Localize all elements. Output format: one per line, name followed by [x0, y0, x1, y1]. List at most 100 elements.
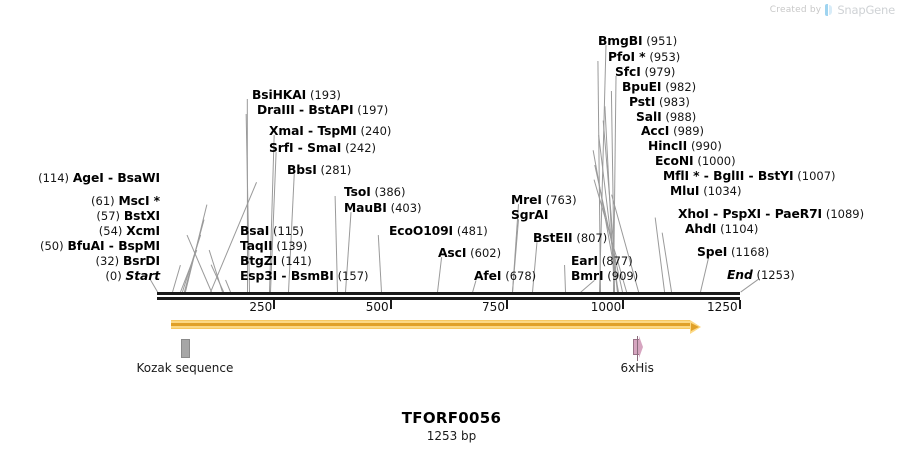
enzyme-name: HincII — [648, 139, 688, 153]
enzyme-site-label[interactable]: (61) MscI * — [91, 195, 160, 207]
enzyme-site-label[interactable]: XmaI - TspMI (240) — [269, 125, 391, 137]
enzyme-position: (807) — [576, 231, 608, 245]
enzyme-site-label[interactable]: XhoI - PspXI - PaeR7I (1089) — [678, 208, 864, 220]
enzyme-name: TaqII — [240, 239, 273, 253]
enzyme-position: (0) — [105, 269, 122, 283]
enzyme-name: BpuEI — [622, 80, 662, 94]
feature-glyph-6xhis[interactable] — [632, 336, 644, 361]
enzyme-name: PstI — [629, 95, 656, 109]
name-separator: - — [744, 169, 758, 183]
enzyme-name: BspMI — [118, 239, 160, 253]
enzyme-site-label[interactable]: SrfI - SmaI (242) — [269, 142, 376, 154]
enzyme-position: (403) — [390, 201, 422, 215]
ruler-tick — [273, 300, 276, 309]
enzyme-site-label[interactable]: (50) BfuAI - BspMI — [40, 240, 160, 252]
name-separator: - — [708, 207, 723, 221]
ruler-tick — [389, 300, 392, 309]
enzyme-name: BstAPI — [308, 103, 354, 117]
enzyme-site-label[interactable]: DraIII - BstAPI (197) — [257, 104, 388, 116]
enzyme-position: (602) — [470, 246, 502, 260]
enzyme-position: (240) — [360, 124, 392, 138]
enzyme-site-label[interactable]: SgrAI — [511, 209, 548, 221]
enzyme-name: PaeR7I — [774, 207, 823, 221]
enzyme-name: BsiHKAI — [252, 88, 307, 102]
enzyme-name: XcmI — [126, 224, 160, 238]
enzyme-site-label[interactable]: AfeI (678) — [474, 270, 536, 282]
enzyme-name: XmaI — [269, 124, 304, 138]
enzyme-site-label[interactable]: Esp3I - BsmBI (157) — [240, 270, 369, 282]
enzyme-position: (763) — [545, 193, 577, 207]
enzyme-site-label[interactable]: TaqII (139) — [240, 240, 307, 252]
enzyme-name: SgrAI — [511, 208, 549, 222]
ruler-line-lower — [157, 297, 740, 300]
enzyme-site-label[interactable]: BpuEI (982) — [622, 81, 696, 93]
enzyme-position: (197) — [357, 103, 389, 117]
enzyme-name: EarI — [571, 254, 598, 268]
feature-glyph-kozak[interactable] — [180, 339, 190, 358]
enzyme-site-label[interactable]: EarI (877) — [571, 255, 633, 267]
enzyme-site-label[interactable]: BmgBI (951) — [598, 35, 677, 47]
enzyme-site-label[interactable]: End (1253) — [727, 269, 795, 281]
enzyme-site-label[interactable]: BstEII (807) — [533, 232, 607, 244]
name-separator: - — [303, 124, 318, 138]
enzyme-name: PfoI * — [608, 50, 646, 64]
leader-line — [377, 234, 382, 293]
enzyme-name: SpeI — [697, 245, 728, 259]
leader-line — [700, 255, 710, 293]
enzyme-site-label[interactable]: EcoO109I (481) — [389, 225, 488, 237]
enzyme-position: (242) — [345, 141, 377, 155]
enzyme-name: Start — [125, 269, 161, 283]
enzyme-name: SalI — [636, 110, 662, 124]
enzyme-site-label[interactable]: BtgZI (141) — [240, 255, 312, 267]
name-separator: - — [293, 141, 308, 155]
ruler-tick — [622, 300, 625, 309]
name-separator: - — [103, 171, 118, 185]
enzyme-site-label[interactable]: BmrI (909) — [571, 270, 638, 282]
enzyme-site-label[interactable]: (54) XcmI — [99, 225, 160, 237]
orf-arrow[interactable] — [170, 320, 702, 334]
enzyme-site-label[interactable]: BbsI (281) — [287, 164, 351, 176]
enzyme-name: SfcI — [615, 65, 641, 79]
enzyme-name: AhdI — [685, 222, 717, 236]
enzyme-site-label[interactable]: MreI (763) — [511, 194, 577, 206]
enzyme-site-label[interactable]: SalI (988) — [636, 111, 696, 123]
enzyme-site-label[interactable]: MflI * - BglII - BstYI (1007) — [663, 170, 836, 182]
orf-arrow-head-core — [691, 323, 700, 331]
enzyme-name: MflI * — [663, 169, 700, 183]
enzyme-position: (1104) — [720, 222, 759, 236]
enzyme-site-label[interactable]: MauBI (403) — [344, 202, 422, 214]
enzyme-name: BmgBI — [598, 34, 643, 48]
enzyme-site-label[interactable]: HincII (990) — [648, 140, 722, 152]
enzyme-site-label[interactable]: BsiHKAI (193) — [252, 89, 341, 101]
enzyme-site-label[interactable]: PstI (983) — [629, 96, 690, 108]
enzyme-site-label[interactable]: SpeI (1168) — [697, 246, 769, 258]
enzyme-position: (909) — [607, 269, 639, 283]
enzyme-position: (50) — [40, 239, 64, 253]
enzyme-site-label[interactable]: (32) BsrDI — [95, 254, 161, 268]
enzyme-site-label[interactable]: AscI (602) — [438, 247, 501, 259]
name-separator: - — [761, 207, 775, 221]
enzyme-name: AscI — [438, 246, 467, 260]
enzyme-name: PspXI — [722, 207, 762, 221]
enzyme-name: TspMI — [317, 124, 357, 138]
enzyme-site-label[interactable]: MluI (1034) — [670, 185, 741, 197]
enzyme-position: (982) — [665, 80, 697, 94]
enzyme-site-label[interactable]: SfcI (979) — [615, 66, 675, 78]
enzyme-site-label[interactable]: TsoI (386) — [344, 186, 405, 198]
enzyme-site-label[interactable]: EcoNI (1000) — [655, 155, 736, 167]
leader-line — [208, 249, 223, 293]
enzyme-position: (1000) — [697, 154, 736, 168]
enzyme-site-label[interactable]: AhdI (1104) — [685, 223, 758, 235]
enzyme-site-label[interactable]: BsaI (115) — [240, 225, 304, 237]
enzyme-site-label[interactable]: PfoI * (953) — [608, 51, 680, 63]
name-separator: - — [699, 169, 714, 183]
ruler-tick — [738, 300, 741, 309]
enzyme-site-label[interactable]: (57) BstXI — [96, 210, 160, 222]
enzyme-site-label[interactable]: (114) AgeI - BsaWI — [38, 172, 160, 184]
enzyme-site-label[interactable]: (0) Start — [105, 270, 160, 282]
enzyme-position: (32) — [95, 254, 120, 268]
enzyme-position: (1168) — [731, 245, 770, 259]
enzyme-site-label[interactable]: AccI (989) — [641, 125, 704, 137]
leader-line — [564, 264, 567, 293]
enzyme-position: (1089) — [825, 207, 865, 221]
